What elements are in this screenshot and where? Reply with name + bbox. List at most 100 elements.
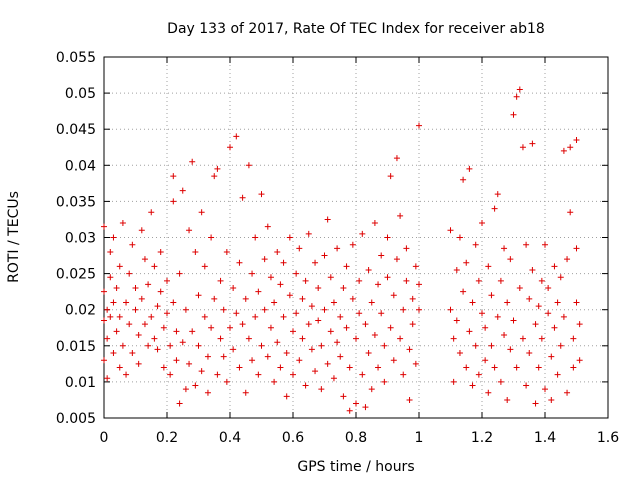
data-point xyxy=(198,368,205,375)
data-point xyxy=(277,281,284,288)
x-tick-label: 1.6 xyxy=(597,430,619,446)
data-point xyxy=(542,386,548,393)
data-point xyxy=(318,386,325,393)
data-point xyxy=(516,285,523,292)
data-point xyxy=(334,245,341,252)
data-point xyxy=(529,266,536,273)
y-tick-label: 0.03 xyxy=(65,231,96,247)
y-tick-label: 0.045 xyxy=(56,122,96,138)
data-point xyxy=(494,313,501,320)
data-point xyxy=(204,389,211,396)
data-point xyxy=(564,256,571,263)
data-point xyxy=(564,389,571,396)
data-point xyxy=(182,386,189,393)
x-tick-label: 0.8 xyxy=(345,430,367,446)
data-point xyxy=(529,140,536,147)
data-point xyxy=(170,299,177,306)
data-point xyxy=(192,248,199,255)
data-point xyxy=(167,371,174,378)
data-point xyxy=(523,241,530,248)
data-point xyxy=(349,295,356,302)
data-point xyxy=(141,321,148,328)
data-point xyxy=(397,335,404,342)
data-point xyxy=(258,191,265,198)
data-point xyxy=(220,353,227,360)
data-point xyxy=(264,353,271,360)
data-point xyxy=(466,328,473,335)
data-point xyxy=(245,162,252,169)
data-point xyxy=(485,263,492,270)
data-point xyxy=(362,321,369,328)
data-point xyxy=(145,281,152,288)
data-point xyxy=(138,227,145,234)
data-point xyxy=(204,353,211,360)
data-point xyxy=(324,360,331,367)
data-point xyxy=(176,400,183,407)
data-point xyxy=(504,396,511,403)
data-point xyxy=(356,277,363,284)
data-point xyxy=(349,241,356,248)
data-point xyxy=(116,263,123,270)
data-point xyxy=(230,346,237,353)
data-point xyxy=(252,313,259,320)
data-point xyxy=(233,310,240,317)
data-point xyxy=(504,299,511,306)
data-point xyxy=(494,191,501,198)
axis-ticks xyxy=(103,56,609,419)
data-point xyxy=(472,342,479,349)
data-point xyxy=(214,371,221,378)
data-point xyxy=(390,357,397,364)
data-point xyxy=(573,137,580,144)
data-point xyxy=(113,285,120,292)
data-point xyxy=(447,227,454,234)
x-tick-label: 0.2 xyxy=(156,430,178,446)
y-tick-label: 0.04 xyxy=(65,158,96,174)
data-point xyxy=(148,313,155,320)
data-point xyxy=(387,173,394,180)
y-tick-labels: 0.005 0.01 0.015 0.02 0.025 0.03 0.035 0.04 0.04… xyxy=(56,50,96,427)
data-point xyxy=(236,364,243,371)
data-point xyxy=(412,263,419,270)
data-point xyxy=(110,350,117,357)
data-point xyxy=(570,335,577,342)
data-point xyxy=(170,173,177,180)
data-point xyxy=(545,285,552,292)
data-point xyxy=(107,274,114,281)
data-point xyxy=(479,220,485,227)
data-point xyxy=(450,378,457,385)
data-point xyxy=(151,335,158,342)
data-point xyxy=(554,371,561,378)
data-point xyxy=(113,328,120,335)
data-point xyxy=(375,364,382,371)
data-point xyxy=(135,360,142,367)
data-point xyxy=(157,248,164,255)
data-point xyxy=(129,241,136,248)
data-point xyxy=(302,382,309,389)
data-point xyxy=(116,364,123,371)
data-point xyxy=(346,364,353,371)
data-point xyxy=(261,306,268,313)
x-tick-labels: 0 0.2 0.4 0.6 0.8 1 1.2 1.4 1.6 xyxy=(100,430,620,446)
data-point xyxy=(126,321,133,328)
data-point xyxy=(384,274,391,281)
data-point xyxy=(201,263,208,270)
x-tick-label: 1.2 xyxy=(471,430,493,446)
data-point xyxy=(290,371,296,378)
data-point xyxy=(384,234,391,241)
y-tick-label: 0.05 xyxy=(65,86,96,102)
data-point xyxy=(456,350,463,357)
y-tick-label: 0.055 xyxy=(56,50,96,66)
y-tick-label: 0.02 xyxy=(65,303,96,319)
data-point xyxy=(290,328,296,335)
data-point xyxy=(516,86,523,93)
data-point xyxy=(249,270,256,277)
data-point xyxy=(346,407,353,414)
data-point xyxy=(305,230,312,237)
data-point xyxy=(523,382,530,389)
data-point xyxy=(334,339,341,346)
data-point xyxy=(249,357,256,364)
data-point xyxy=(110,234,117,241)
x-tick-label: 0 xyxy=(100,430,109,446)
data-point xyxy=(315,285,322,292)
data-point xyxy=(302,277,309,284)
